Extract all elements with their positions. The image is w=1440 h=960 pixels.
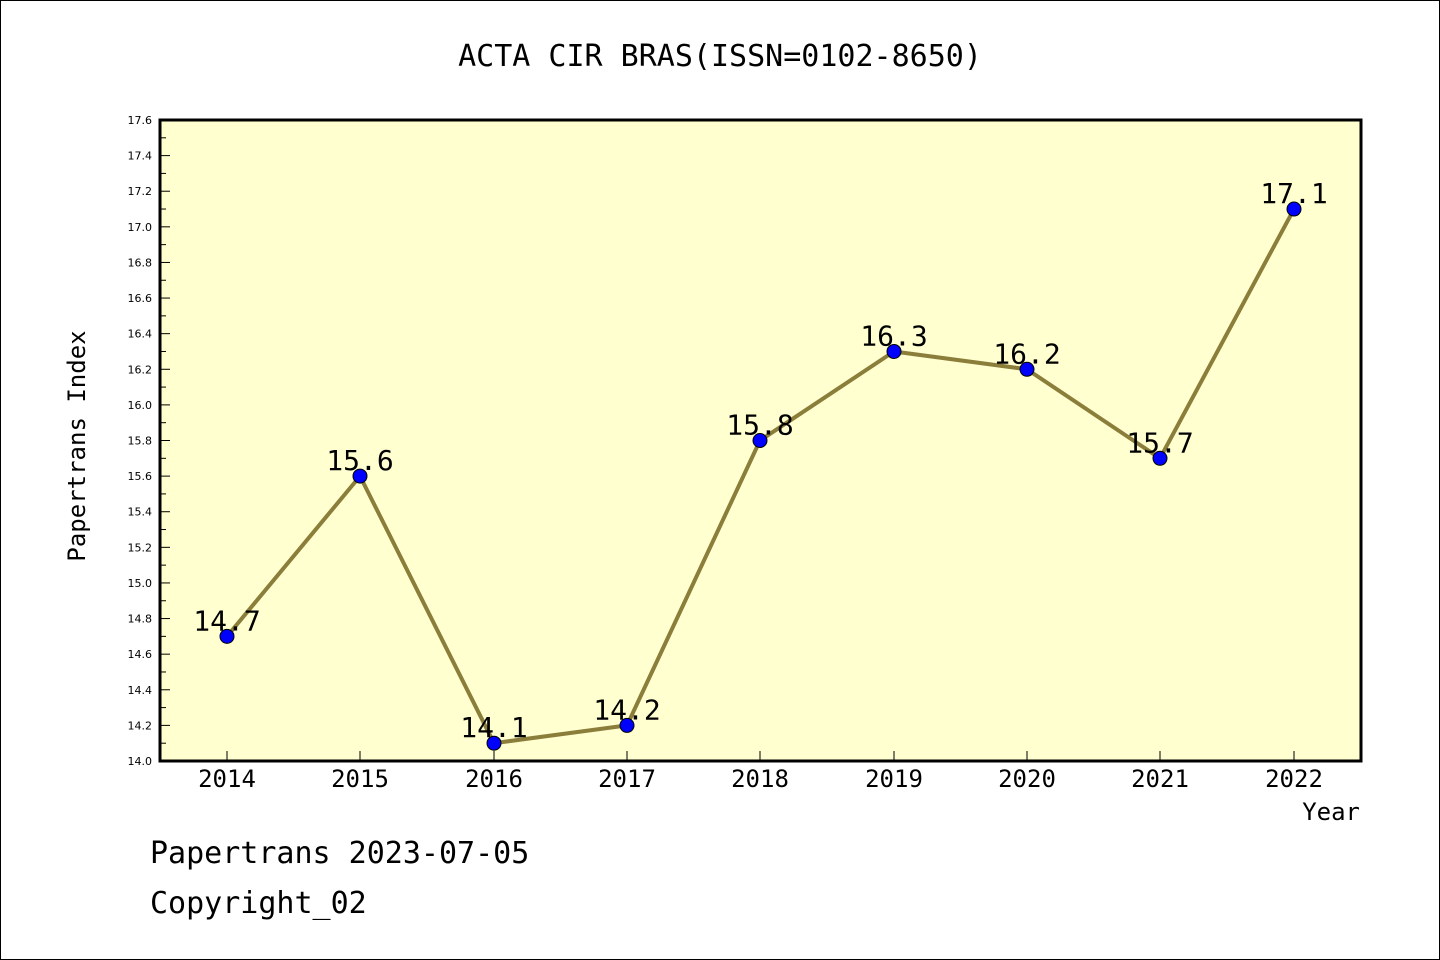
- data-label: 14.2: [593, 693, 660, 726]
- x-tick-label: 2015: [331, 765, 389, 793]
- x-axis-label: Year: [1302, 798, 1360, 826]
- series-markers: [219, 201, 1302, 751]
- data-label: 17.1: [1260, 177, 1327, 210]
- x-tick-label: 2014: [198, 765, 256, 793]
- plot-frame: [158, 118, 1363, 763]
- y-tick-label: 17.0: [128, 221, 153, 234]
- y-tick-label: 15.8: [128, 435, 153, 448]
- footer-date: Papertrans 2023-07-05: [150, 836, 529, 871]
- data-label: 15.6: [326, 444, 393, 477]
- y-axis-label: Papertrans Index: [63, 330, 91, 561]
- data-point: [1019, 361, 1035, 377]
- data-point: [619, 717, 635, 733]
- y-tick-label: 16.2: [128, 363, 153, 376]
- y-tick-label: 15.2: [128, 541, 153, 554]
- data-label: 14.1: [460, 711, 527, 744]
- data-point: [1152, 450, 1168, 466]
- x-tick-label: 2022: [1265, 765, 1323, 793]
- y-tick-label: 17.4: [128, 150, 153, 163]
- data-point: [752, 433, 768, 448]
- data-point: [352, 468, 368, 484]
- y-tick-label: 14.2: [128, 719, 153, 732]
- data-point: [219, 628, 235, 644]
- data-point: [886, 343, 902, 359]
- y-tick-label: 17.6: [128, 114, 153, 127]
- y-tick-label: 15.6: [128, 470, 153, 483]
- y-tick-label: 16.4: [128, 328, 153, 341]
- data-label: 16.3: [860, 319, 927, 352]
- x-tick-label: 2016: [465, 765, 523, 793]
- data-point: [486, 735, 502, 751]
- y-tick-label: 14.4: [128, 684, 153, 697]
- y-tick-label: 14.6: [128, 648, 153, 661]
- y-tick-label: 14.8: [128, 613, 153, 626]
- x-tick-label: 2018: [731, 765, 789, 793]
- y-tick-label: 17.2: [128, 185, 153, 198]
- y-tick-label: 15.4: [128, 506, 153, 519]
- x-tick-label: 2017: [598, 765, 656, 793]
- axis-ticks: 14.0 14.2 14.4 14.6 14.8 15.0 15.2 15.4 15.6 15.8…: [128, 114, 1323, 793]
- data-point: [1286, 201, 1302, 217]
- data-label: 15.8: [726, 409, 793, 442]
- x-tick-label: 2020: [998, 765, 1056, 793]
- y-tick-label: 14.0: [128, 755, 153, 768]
- y-tick-label: 16.6: [128, 292, 153, 305]
- y-tick-label: 15.0: [128, 577, 153, 590]
- footer-copyright: Copyright_02: [150, 886, 367, 921]
- data-label: 14.7: [193, 604, 260, 637]
- y-tick-label: 16.8: [128, 256, 153, 269]
- y-tick-label: 16.0: [128, 399, 153, 412]
- data-label: 15.7: [1126, 426, 1193, 459]
- chart-title: ACTA CIR BRAS(ISSN=0102-8650): [458, 39, 982, 74]
- data-label: 16.2: [993, 337, 1060, 370]
- x-tick-label: 2021: [1131, 765, 1189, 793]
- x-tick-label: 2019: [865, 765, 923, 793]
- data-labels: 14.7 15.6 14.1 14.2 15.8 16.3 16.2 15.7 17.1: [193, 177, 1327, 744]
